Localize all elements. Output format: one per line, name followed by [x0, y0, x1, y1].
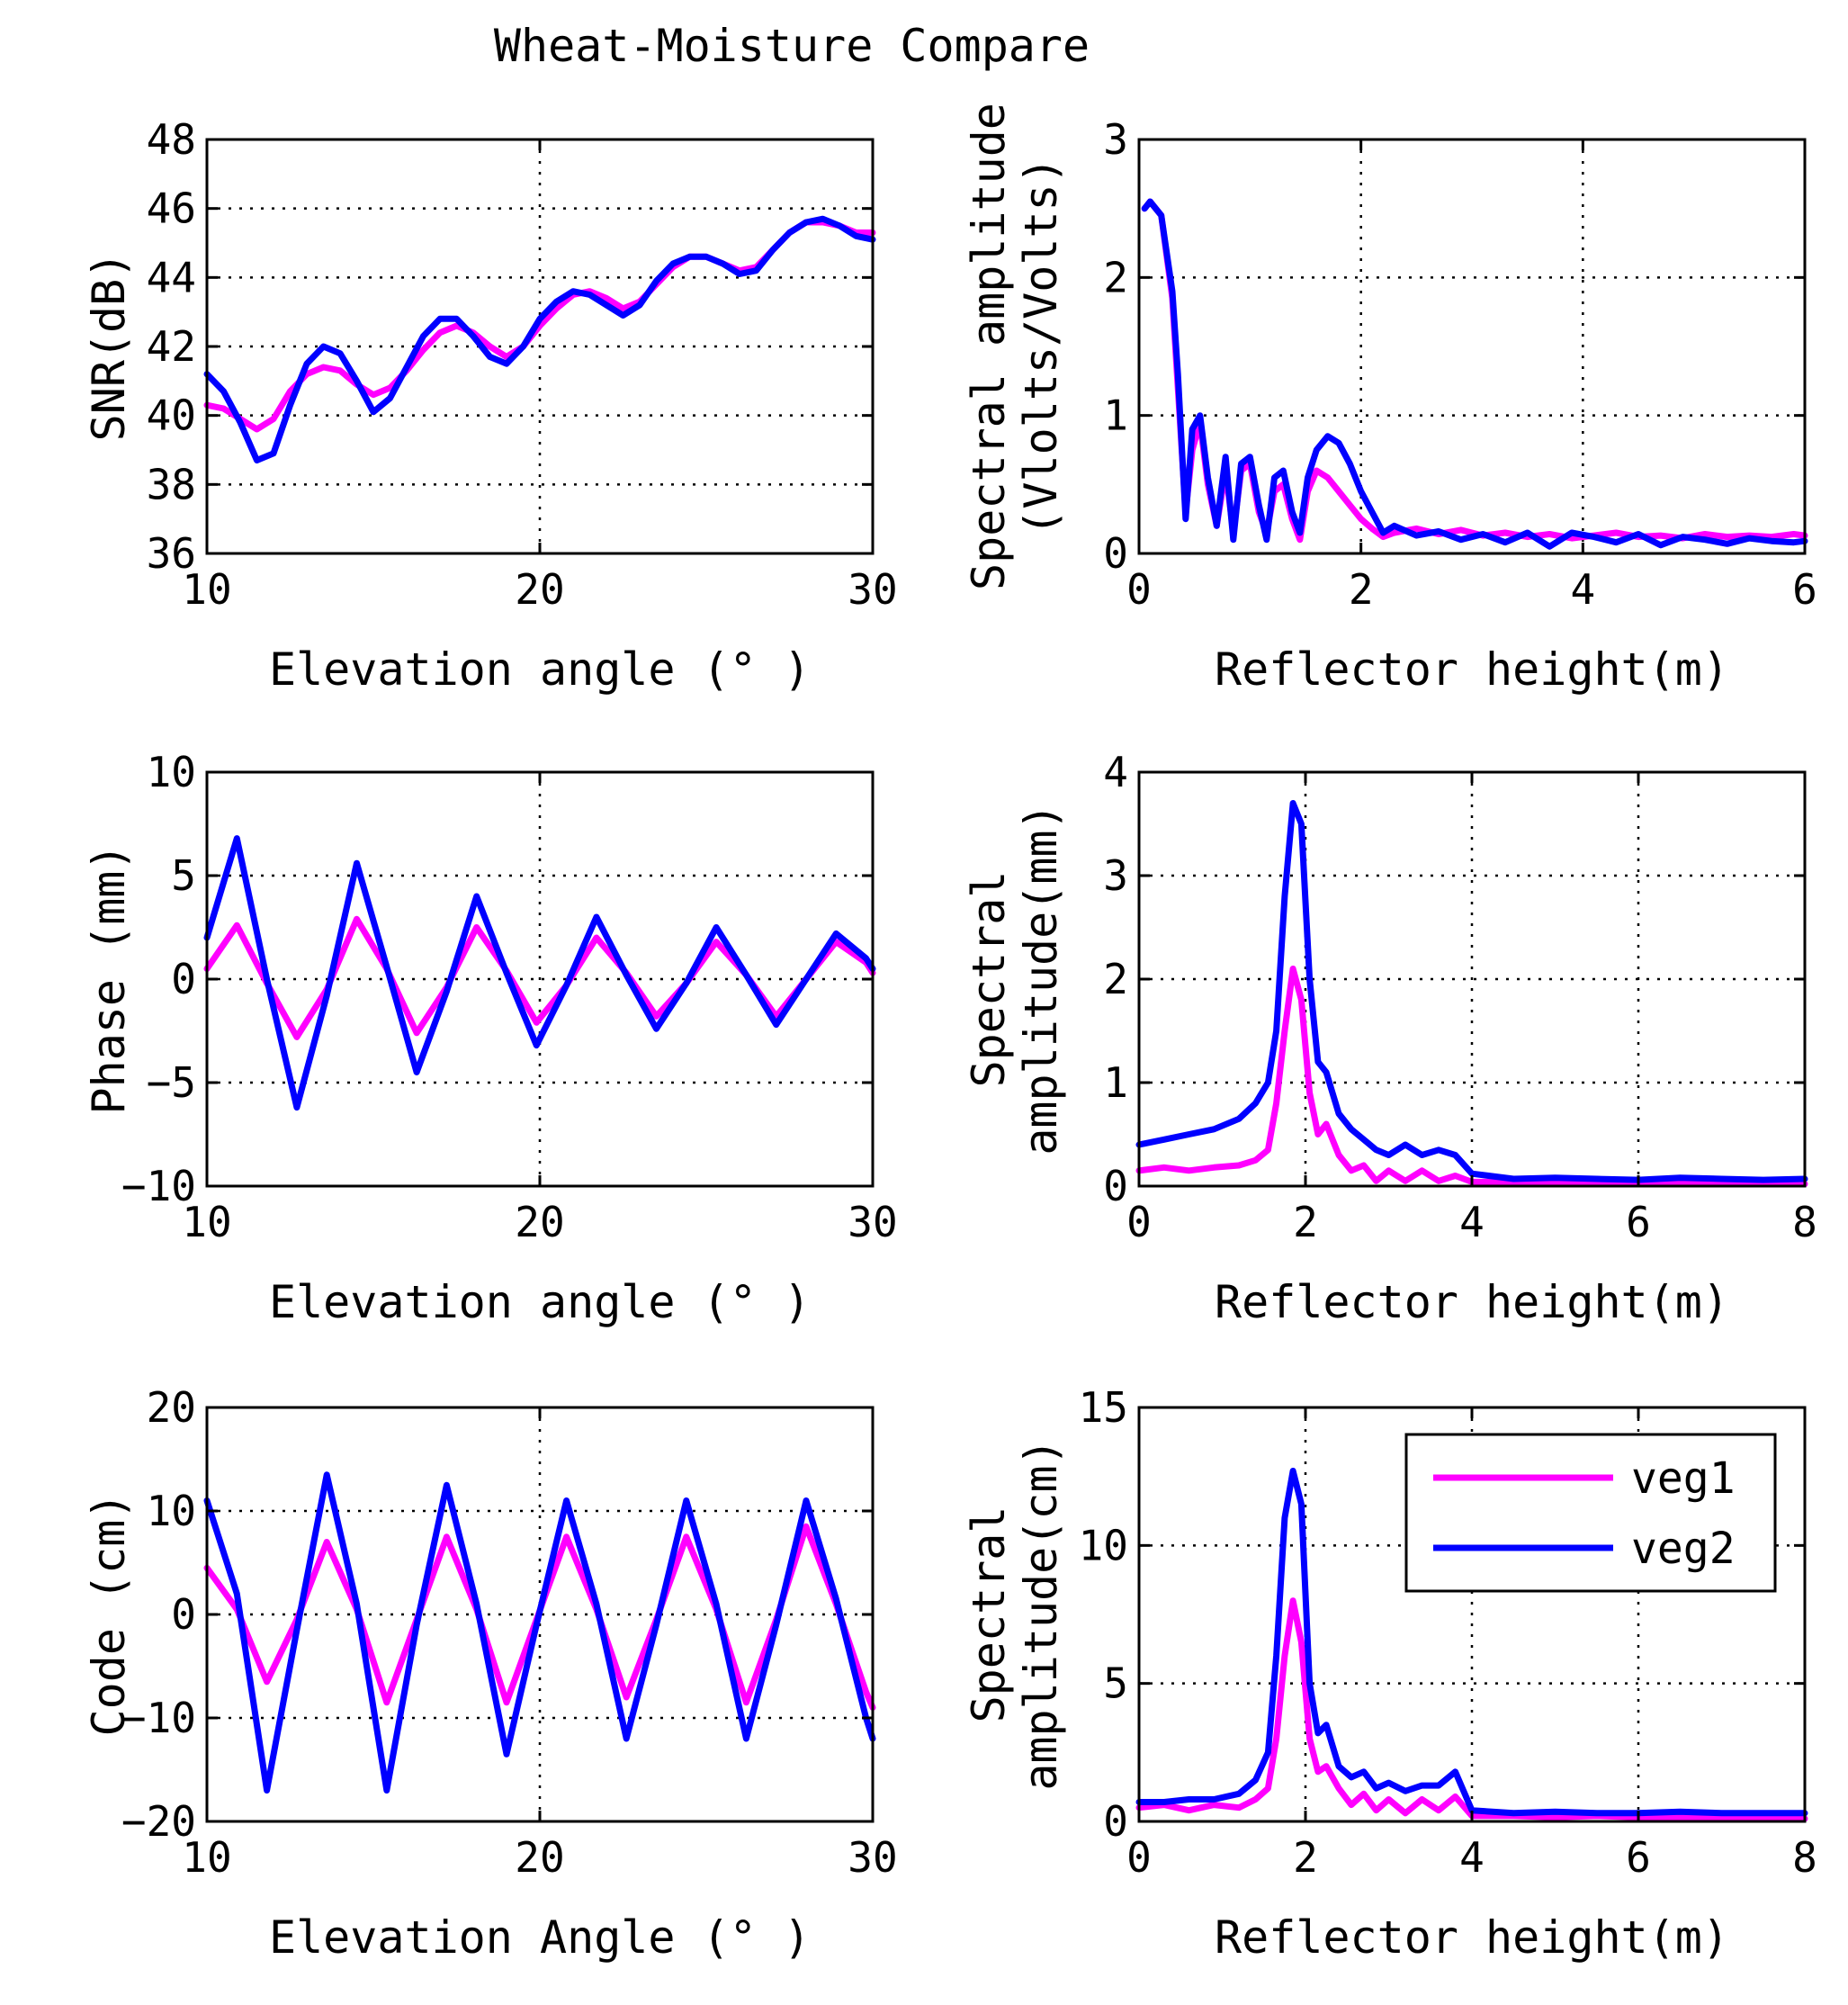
y-tick-label: 5: [1103, 1659, 1128, 1708]
y-tick-label: 42: [147, 322, 196, 371]
x-tick-label: 10: [182, 1833, 231, 1882]
y-axis-label: amplitude(cm): [1015, 1438, 1067, 1790]
series-line-veg1: [1135, 966, 1808, 1188]
panel-code-spectrum: 0 2 4 6 8 0 5 10 15 Reflector height(m) Spectral am…: [963, 1383, 1817, 1964]
y-tick-label: 48: [147, 115, 196, 164]
y-tick-label: 44: [147, 253, 196, 301]
series-line-veg2: [1135, 1468, 1808, 1817]
y-axis-label: Phase (mm): [83, 843, 135, 1114]
legend-box: [1404, 1433, 1777, 1593]
series-line-veg1: [203, 915, 876, 1040]
y-tick-label: −10: [121, 1694, 196, 1742]
series-line-veg2: [1135, 800, 1808, 1183]
x-tick-label: 30: [848, 1833, 897, 1882]
y-axis-label: (Vlolts/Volts): [1015, 157, 1067, 535]
y-tick-label: 38: [147, 460, 196, 508]
y-tick-label: 36: [147, 529, 196, 578]
y-axis-label: Spectral: [963, 1506, 1015, 1723]
x-axis-label: Elevation angle (° ): [269, 643, 811, 696]
y-tick-label: 1: [1103, 1058, 1128, 1107]
axes-frame: [1137, 138, 1807, 555]
panel-code: 10 20 30 −20 −10 0 10 20 Elevation Angle (° ) Cod…: [83, 1383, 898, 1964]
y-tick-label: 10: [1079, 1521, 1128, 1569]
x-tick-label: 30: [848, 1198, 897, 1246]
y-tick-label: 1: [1103, 391, 1128, 440]
x-tick-label: 8: [1792, 1833, 1817, 1882]
y-tick-label: 0: [171, 1590, 196, 1639]
x-tick-label: 0: [1126, 565, 1152, 614]
figure-title: Wheat-Moisture Compare: [494, 20, 1090, 72]
legend-label-veg2: veg2: [1631, 1524, 1736, 1574]
x-tick-label: 20: [515, 1833, 564, 1882]
y-tick-label: 20: [147, 1383, 196, 1432]
x-tick-label: 10: [182, 565, 231, 614]
y-tick-label: 40: [147, 391, 196, 440]
legend: veg1 veg2: [1404, 1433, 1777, 1593]
y-axis-label: SNR(dB): [83, 252, 135, 442]
x-tick-label: 6: [1626, 1833, 1651, 1882]
y-tick-label: 2: [1103, 253, 1128, 301]
x-tick-label: 0: [1126, 1198, 1152, 1246]
series-line-veg2: [203, 215, 876, 463]
x-tick-label: 20: [515, 565, 564, 614]
y-tick-label: 5: [171, 851, 196, 900]
panel-phase: 10 20 30 −10 −5 0 5 10 Elevation angle (° ) Phase…: [83, 748, 898, 1328]
x-tick-label: 2: [1293, 1198, 1318, 1246]
y-tick-label: 3: [1103, 851, 1128, 900]
y-tick-label: 10: [147, 748, 196, 796]
panel-snr: 10 20 30 36 38 40 42 44 46 48 Elevation angle (° )…: [83, 115, 898, 696]
y-tick-label: 4: [1103, 748, 1128, 796]
x-tick-label: 2: [1349, 565, 1374, 614]
y-axis-label: Spectral amplitude: [963, 103, 1015, 590]
legend-label-veg1: veg1: [1631, 1453, 1736, 1504]
series-line-veg2: [1141, 198, 1808, 550]
y-tick-label: 0: [171, 955, 196, 1003]
x-axis-label: Reflector height(m): [1215, 643, 1729, 696]
x-axis-label: Elevation Angle (° ): [269, 1911, 811, 1964]
y-tick-label: 2: [1103, 955, 1128, 1003]
x-tick-label: 8: [1792, 1198, 1817, 1246]
y-tick-label: 15: [1079, 1383, 1128, 1432]
y-axis-label: Spectral: [963, 871, 1015, 1088]
x-tick-label: 20: [515, 1198, 564, 1246]
series-line-veg2: [203, 1471, 876, 1794]
x-axis-label: Reflector height(m): [1215, 1911, 1729, 1964]
y-tick-label: 10: [147, 1487, 196, 1535]
panel-phase-spectrum: 0 2 4 6 8 0 1 2 3 4 Reflector height(m) Spectral amp…: [963, 748, 1817, 1328]
series-line-veg1: [1141, 198, 1808, 544]
x-tick-label: 30: [848, 565, 897, 614]
x-tick-label: 6: [1626, 1198, 1651, 1246]
x-axis-label: Reflector height(m): [1215, 1276, 1729, 1328]
y-axis-label: amplitude(mm): [1015, 803, 1067, 1155]
y-tick-label: −20: [121, 1797, 196, 1846]
x-tick-label: 4: [1459, 1833, 1485, 1882]
y-tick-label: −10: [121, 1162, 196, 1210]
y-tick-label: 46: [147, 184, 196, 233]
x-tick-label: 0: [1126, 1833, 1152, 1882]
y-axis-label: Code (cm): [83, 1493, 135, 1737]
y-tick-label: 3: [1103, 115, 1128, 164]
x-tick-label: 6: [1792, 565, 1817, 614]
series-line-veg2: [203, 835, 876, 1111]
y-tick-label: 0: [1103, 1797, 1128, 1846]
series-line-veg1: [1135, 1597, 1808, 1822]
panel-snr-spectrum: 0 2 4 6 0 1 2 3 Reflector height(m) Spectral ampl…: [963, 103, 1817, 696]
x-tick-label: 4: [1570, 565, 1595, 614]
x-tick-label: 4: [1459, 1198, 1485, 1246]
x-tick-label: 2: [1293, 1833, 1318, 1882]
y-tick-label: −5: [147, 1058, 196, 1107]
y-tick-label: 0: [1103, 1162, 1128, 1210]
x-axis-label: Elevation angle (° ): [269, 1276, 811, 1328]
y-tick-label: 0: [1103, 529, 1128, 578]
x-tick-label: 10: [182, 1198, 231, 1246]
